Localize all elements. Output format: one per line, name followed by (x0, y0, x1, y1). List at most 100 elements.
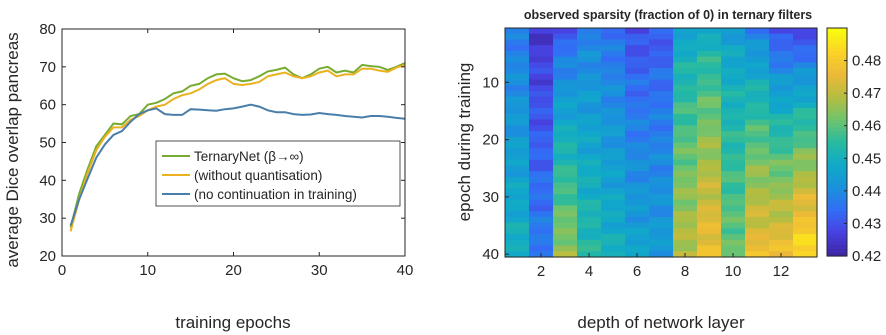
heatmap-cell (529, 159, 554, 166)
heatmap-cell (505, 102, 530, 109)
heatmap-cell (625, 165, 650, 172)
heatmap-cell (649, 216, 674, 224)
heatmap-cell (721, 28, 746, 35)
heatmap-cell (553, 113, 578, 121)
heatmap-cell (505, 73, 530, 81)
heatmap-cell (601, 211, 626, 218)
heatmap-cell (505, 228, 530, 235)
heatmap-cell (505, 142, 530, 149)
heatmap-cell (601, 228, 626, 235)
heatmap-cell (697, 199, 722, 207)
heatmap-cell (745, 159, 770, 166)
heatmap-cell (505, 148, 530, 155)
colorbar-segment (827, 214, 847, 219)
heatmap-cell (769, 176, 794, 184)
heatmap-cell (721, 73, 746, 81)
heatmap-cell (553, 39, 578, 46)
heatmap-cell (529, 131, 554, 138)
heatmap-cell (505, 199, 530, 207)
heatmap-cell (673, 188, 698, 195)
heatmap-cell (769, 182, 794, 189)
heatmap-cell (601, 234, 626, 241)
heatmap-cell (697, 56, 722, 63)
heatmap-cell (577, 50, 602, 58)
heatmap-y-axis-label: epoch during training (455, 63, 474, 222)
heatmap-cell (673, 50, 698, 58)
heatmap-cell (769, 194, 794, 201)
heatmap-cell (769, 119, 794, 126)
heatmap-cell (505, 165, 530, 172)
heatmap-cell (721, 153, 746, 161)
colorbar-segment (827, 191, 847, 196)
heatmap-cell (793, 199, 818, 207)
heatmap-cell (625, 90, 650, 98)
heatmap-cell (625, 125, 650, 132)
heatmap-cell (697, 194, 722, 201)
heatmap-cell (529, 182, 554, 189)
heatmap-cell (577, 142, 602, 149)
heatmap-cell (721, 182, 746, 189)
heatmap-cell (793, 56, 818, 63)
heatmap-cell (649, 33, 674, 41)
heatmap-cell (745, 33, 770, 41)
heatmap-cell (673, 28, 698, 35)
heatmap-cell (577, 165, 602, 172)
heatmap-cell (745, 79, 770, 86)
heatmap-cell (745, 62, 770, 69)
heatmap-cell (721, 68, 746, 75)
heatmap-cell (697, 211, 722, 218)
heatmap-cell (505, 245, 530, 252)
heatmap-cell (745, 136, 770, 144)
heatmap-x-tick-label: 6 (633, 263, 641, 280)
heatmap-cell (625, 211, 650, 218)
heatmap-cell (697, 251, 722, 258)
legend: TernaryNet (β→∞) (without quantisation) … (155, 140, 401, 207)
heatmap-cell (601, 131, 626, 138)
colorbar-segment (827, 111, 847, 116)
heatmap-cell (697, 73, 722, 81)
colorbar-segment (827, 199, 847, 204)
heatmap-cell (745, 228, 770, 235)
colorbar-segment (827, 183, 847, 189)
heatmap-cell (793, 113, 818, 121)
heatmap-cell (793, 228, 818, 235)
heatmap-cell (505, 239, 530, 247)
heatmap-cell (505, 251, 530, 258)
heatmap-cell (745, 176, 770, 184)
heatmap-cell (529, 148, 554, 155)
heatmap-cell (625, 136, 650, 144)
heatmap-cell (745, 39, 770, 46)
heatmap-cell (577, 102, 602, 109)
heatmap-cell (649, 165, 674, 172)
heatmap-cell (601, 165, 626, 172)
x-tick-label: 0 (58, 262, 66, 279)
heatmap-cell (601, 108, 626, 115)
heatmap-cell (649, 234, 674, 241)
heatmap-cell (673, 85, 698, 92)
heatmap-cell (697, 148, 722, 155)
heatmap-cell (529, 142, 554, 149)
heatmap-cell (673, 148, 698, 155)
heatmap-cell (625, 108, 650, 115)
legend-label-ternarynet: TernaryNet (β→∞) (194, 149, 304, 164)
heatmap-cell (697, 136, 722, 144)
colorbar-segment (827, 39, 847, 44)
colorbar-segment (827, 50, 847, 56)
heatmap-cell (601, 199, 626, 207)
colorbar-tick-label: 0.46 (852, 118, 881, 135)
heatmap-cell (649, 148, 674, 155)
y-axis-label: average Dice overlap pancreas (3, 32, 22, 267)
heatmap-cell (721, 96, 746, 104)
heatmap-cell (505, 234, 530, 241)
heatmap-x-tick-label: 10 (725, 263, 742, 280)
heatmap-cell (625, 153, 650, 161)
line-series-group (69, 62, 406, 232)
heatmap-cell (769, 56, 794, 63)
heatmap-cell (793, 188, 818, 195)
heatmap-cell (553, 96, 578, 104)
heatmap-cell (577, 56, 602, 63)
heatmap-cell (505, 205, 530, 212)
heatmap-cell (577, 148, 602, 155)
